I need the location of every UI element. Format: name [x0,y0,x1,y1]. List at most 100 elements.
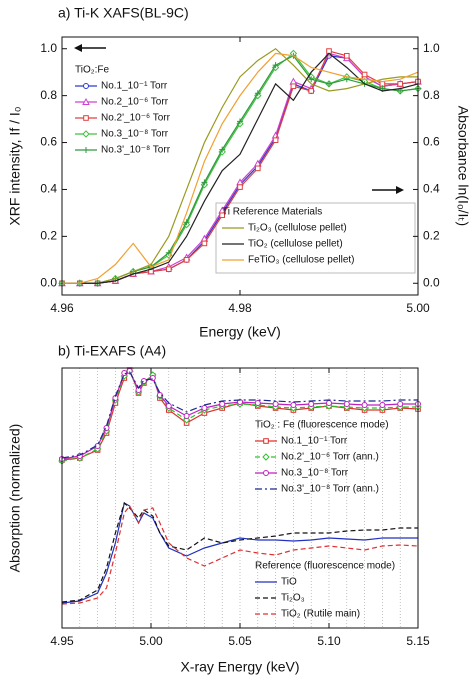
marker [343,401,350,407]
legend-label: No.1_10⁻¹ Torr [101,81,168,92]
marker [183,413,190,419]
marker [254,400,261,406]
x-tick-label: 5.00 [139,634,163,648]
legend-marker [263,438,269,444]
legend-item: TiO₂ (cellulose pellet) [222,239,343,250]
marker [272,62,279,69]
marker [183,257,190,263]
legend-item: No.3_10⁻⁸ Torr [255,468,349,479]
series [62,52,419,284]
series-line [61,371,418,459]
series [62,47,418,284]
y-tick-label: 1.0 [40,41,57,55]
legend-label: FeTiO₃ (cellulose pellet) [248,255,355,266]
arrow-right [372,186,404,194]
series [61,502,418,604]
marker [308,88,314,94]
y2-tick-label: 0.0 [423,275,440,289]
legend-title: TiO₂:Fe [75,65,110,76]
marker [397,401,404,407]
y2-tick-label: 0.4 [423,182,440,196]
legend-label: TiO₂ (cellulose pellet) [248,239,343,250]
legend-label: No.2'_10⁻⁶ Torr (ann.) [281,452,379,463]
series [61,501,418,603]
series-line [61,501,418,603]
arrow-left [74,44,106,52]
y-tick-label: 0.2 [40,229,57,243]
x-tick-label: 5.00 [406,301,430,315]
marker [290,83,297,90]
legend-item: FeTiO₃ (cellulose pellet) [222,255,355,266]
marker [165,249,172,256]
legend-marker [82,97,90,105]
marker [219,146,226,153]
x-axis-label: X-ray Energy (keV) [180,659,299,675]
legend-item: Ti₂O₃ [255,593,305,604]
marker [254,90,261,97]
marker [379,402,386,408]
marker [361,71,368,78]
marker [219,212,225,219]
x-tick-label: 5.10 [317,634,341,648]
legend-label: No.3'_10⁻⁸ Torr [101,145,171,156]
legend-label: No.3'_10⁻⁸ Torr (ann.) [281,484,379,495]
legend-marker [82,130,90,138]
legend-label: No.2'_10⁻⁶ Torr [101,113,171,124]
legend-marker [263,470,269,476]
legend-label: Ti₂O₃ [281,593,305,604]
marker [140,378,147,384]
legend-title: Ti Reference Materials [222,207,322,218]
x-tick-label: 4.98 [228,301,252,315]
y2-axis-label: Absorbance ln(I₀/Iₜ) [455,106,471,226]
legend-item: No.3'_10⁻⁸ Torr [75,145,171,156]
y-tick-label: 0.8 [40,88,57,102]
legend-item: No.2'_10⁻⁶ Torr (ann.) [255,452,379,463]
legend-label: TiO₂ (Rutile main) [281,609,360,620]
marker [201,405,208,411]
y2-tick-label: 0.8 [423,88,440,102]
chart-title: a) Ti-K XAFS(BL-9C) [58,5,189,21]
marker [272,137,279,143]
y-tick-label: 0.4 [40,182,57,196]
marker [237,184,243,190]
legend-label: Ti₂O₃ (cellulose pellet) [248,223,347,234]
y-tick-label: 0.6 [40,135,57,149]
x-tick-label: 5.15 [406,634,430,648]
marker [219,401,226,407]
marker [290,402,297,408]
marker [308,76,315,83]
legend-item: No.2_10⁻⁶ Torr [75,97,169,108]
legend-label: TiO [281,577,297,588]
marker [237,118,243,125]
plot-frame [61,367,419,629]
marker [397,81,403,87]
x-tick-label: 4.95 [50,634,74,648]
plot-frame [61,36,419,296]
marker [166,266,172,272]
marker [165,403,172,409]
x-axis-label: Energy (keV) [199,324,281,340]
series-line [61,502,418,604]
legend-item: TiO₂ (Rutile main) [255,609,360,620]
legend-box [215,202,416,274]
legend-label: No.2_10⁻⁶ Torr [101,97,169,108]
legend-label: No.3_10⁻⁸ Torr [101,129,169,140]
legend-item: No.3'_10⁻⁸ Torr (ann.) [255,484,379,495]
legend-item: No.3_10⁻⁸ Torr [75,129,169,140]
chart-title: b) Ti-EXAFS (A4) [58,343,166,359]
series-line [61,504,419,605]
series [61,371,418,459]
y-axis-label: XRF intensity, If / I₀ [7,106,23,225]
series-line [62,52,419,284]
marker [344,52,350,59]
x-tick-label: 5.05 [228,634,252,648]
legend-item: No.1_10⁻¹ Torr [255,436,348,447]
marker [121,370,128,376]
y2-tick-label: 1.0 [423,41,440,55]
y2-tick-label: 0.2 [423,229,440,243]
legend-item: TiO [255,577,297,588]
legend-item: No.1_10⁻¹ Torr [75,81,168,92]
x-tick-label: 4.96 [50,301,74,315]
